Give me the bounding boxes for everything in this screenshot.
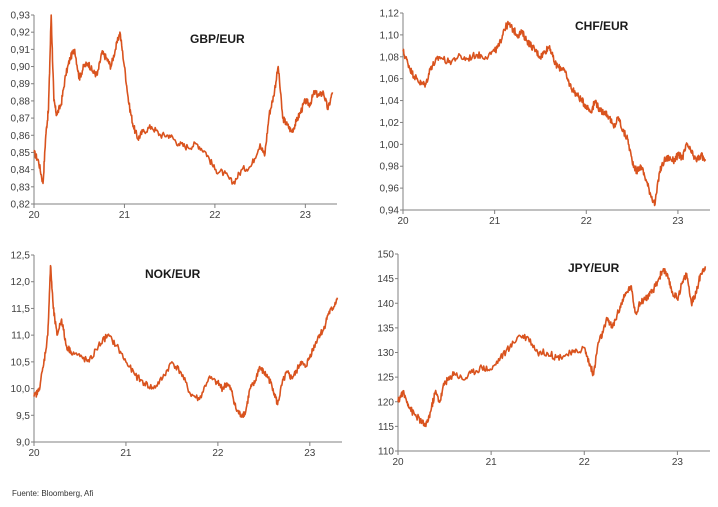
chf-eur-series-line: [402, 20, 707, 207]
gbp-eur-series-line: [33, 14, 334, 185]
chart-nok-eur: 9,0 9,5 10,0 10,5 11,0 11,5 12,0 12,5 20 21 22 23 NO…: [11, 251, 342, 459]
chf-eur-x-tick-label: 23: [672, 216, 684, 227]
chf-eur-y-tick-label: 1,02: [380, 118, 400, 129]
nok-eur-x-tick-label: 22: [212, 448, 224, 459]
gbp-eur-y-tick-label: 0,87: [11, 114, 31, 125]
gbp-eur-y-tick-label: 0,93: [11, 11, 31, 22]
nok-eur-y-tick-label: 11,5: [11, 304, 30, 315]
gbp-eur-y-tick-label: 0,91: [11, 45, 31, 56]
gbp-eur-x-tick-label: 22: [209, 210, 221, 221]
gbp-eur-x-tick-label: 20: [28, 210, 40, 221]
nok-eur-x-tick-label: 20: [28, 448, 40, 459]
jpy-eur-y-tick-label: 135: [377, 323, 394, 334]
jpy-eur-x-tick-label: 21: [486, 457, 498, 468]
jpy-eur-x-tick-label: 22: [579, 457, 591, 468]
jpy-eur-series-line: [397, 266, 707, 428]
chart-jpy-eur: 110 115 120 125 130 135 140 145 150 20 21 22 23 JPY/E…: [377, 250, 710, 468]
chf-eur-y-tick-label: 1,08: [380, 52, 400, 63]
chf-eur-y-tick-label: 1,10: [380, 30, 400, 41]
chf-eur-y-tick-label: 0,96: [380, 184, 400, 195]
nok-eur-y-tick-label: 12,0: [11, 277, 31, 288]
chf-eur-y-tick-label: 0,98: [380, 162, 400, 173]
nok-eur-series-line: [33, 264, 339, 419]
jpy-eur-y-tick-label: 120: [377, 397, 394, 408]
nok-eur-y-tick-label: 10,0: [11, 384, 31, 395]
jpy-eur-y-tick-label: 140: [377, 299, 394, 310]
jpy-eur-x-tick-label: 20: [392, 457, 404, 468]
nok-eur-x-tick-label: 21: [120, 448, 132, 459]
source-note: Fuente: Bloomberg, Afi: [12, 489, 94, 498]
gbp-eur-y-tick-label: 0,92: [11, 28, 31, 39]
nok-eur-title: NOK/EUR: [145, 267, 201, 281]
gbp-eur-x-tick-label: 23: [300, 210, 312, 221]
jpy-eur-title: JPY/EUR: [568, 261, 620, 275]
chf-eur-y-tick-label: 0,94: [380, 206, 400, 217]
chf-eur-y-tick-label: 1,12: [380, 9, 400, 20]
gbp-eur-y-tick-label: 0,85: [11, 148, 31, 159]
chf-eur-x-tick-label: 20: [397, 216, 409, 227]
nok-eur-y-tick-label: 11,0: [11, 331, 30, 342]
chart-chf-eur: 0,94 0,96 0,98 1,00 1,02 1,04 1,06 1,08 1,10 1,12…: [380, 9, 710, 227]
nok-eur-y-tick-label: 10,5: [11, 357, 31, 368]
gbp-eur-y-tick-label: 0,86: [11, 131, 31, 142]
gbp-eur-y-tick-label: 0,82: [11, 200, 31, 211]
chf-eur-y-tick-label: 1,00: [380, 140, 400, 151]
chf-eur-x-tick-label: 21: [489, 216, 501, 227]
nok-eur-y-tick-label: 9,5: [16, 411, 30, 422]
jpy-eur-y-tick-label: 130: [377, 348, 394, 359]
gbp-eur-x-tick-label: 21: [119, 210, 131, 221]
chf-eur-y-tick-label: 1,06: [380, 74, 400, 85]
jpy-eur-y-tick-label: 115: [378, 422, 394, 433]
jpy-eur-x-tick-label: 23: [672, 457, 684, 468]
jpy-eur-y-tick-label: 150: [377, 250, 394, 261]
chf-eur-title: CHF/EUR: [575, 19, 629, 33]
gbp-eur-y-tick-label: 0,88: [11, 96, 31, 107]
jpy-eur-y-tick-label: 110: [378, 447, 394, 458]
gbp-eur-y-tick-label: 0,90: [11, 62, 31, 73]
jpy-eur-y-tick-label: 145: [377, 274, 394, 285]
chf-eur-x-tick-label: 22: [581, 216, 593, 227]
gbp-eur-title: GBP/EUR: [190, 32, 245, 46]
chart-gbp-eur: 0,82 0,83 0,84 0,85 0,86 0,87 0,88 0,89 0,90 0,91…: [11, 11, 337, 221]
chf-eur-y-tick-label: 1,04: [380, 96, 400, 107]
gbp-eur-y-tick-label: 0,89: [11, 79, 31, 90]
nok-eur-y-tick-label: 9,0: [16, 438, 30, 449]
nok-eur-y-tick-label: 12,5: [11, 251, 31, 262]
gbp-eur-y-tick-label: 0,84: [11, 165, 31, 176]
nok-eur-x-tick-label: 23: [304, 448, 316, 459]
jpy-eur-y-tick-label: 125: [377, 373, 394, 384]
gbp-eur-y-tick-label: 0,83: [11, 182, 31, 193]
